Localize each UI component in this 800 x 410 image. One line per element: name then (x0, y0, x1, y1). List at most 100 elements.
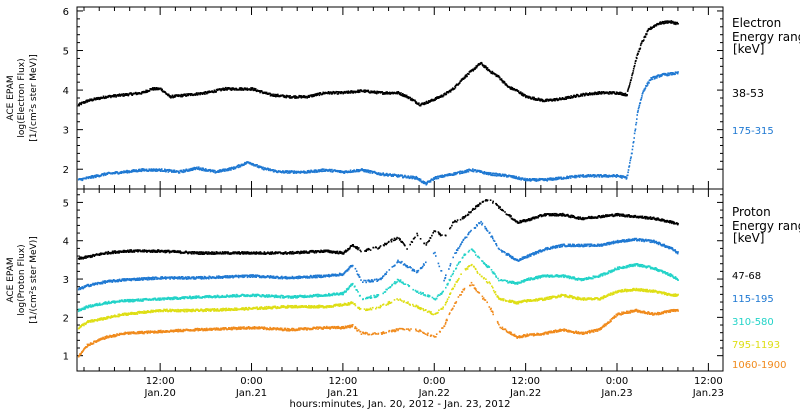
data-point (132, 170, 135, 173)
data-point (383, 92, 385, 94)
data-point (498, 207, 500, 209)
data-point (484, 227, 487, 230)
data-point (510, 86, 512, 88)
data-point (111, 94, 114, 97)
data-point (446, 174, 449, 177)
data-point (533, 216, 535, 219)
data-point (511, 86, 514, 89)
data-point (331, 274, 334, 277)
data-point (130, 249, 133, 251)
data-point (379, 92, 382, 94)
data-point (373, 170, 376, 173)
data-point (346, 249, 349, 252)
data-point (638, 104, 641, 107)
data-point (626, 214, 628, 216)
data-point (616, 214, 618, 217)
data-point (130, 171, 133, 173)
data-point (499, 76, 501, 79)
data-point (408, 266, 410, 269)
data-point (505, 213, 508, 215)
data-point (229, 167, 232, 170)
data-point (491, 174, 493, 176)
data-point (183, 171, 186, 173)
data-point (445, 234, 447, 237)
data-point (562, 212, 564, 215)
data-point (457, 247, 459, 250)
data-point (442, 175, 444, 177)
data-point (211, 170, 214, 173)
data-point (324, 92, 326, 95)
data-point (272, 169, 274, 171)
data-point (249, 89, 252, 91)
data-point (271, 95, 274, 97)
data-point (386, 173, 389, 176)
data-point (357, 91, 360, 94)
data-point (427, 101, 430, 104)
data-point (644, 36, 647, 38)
data-point (152, 168, 155, 170)
data-point (556, 98, 558, 101)
data-point (577, 94, 579, 97)
data-point (473, 68, 475, 71)
data-point (161, 88, 163, 91)
data-point (250, 87, 252, 89)
data-point (269, 275, 272, 277)
data-point (517, 221, 519, 223)
data-point (116, 250, 119, 253)
data-point (419, 104, 422, 107)
data-point (418, 178, 421, 180)
data-point (560, 213, 562, 215)
data-point (467, 213, 470, 216)
data-point (320, 170, 322, 172)
data-point (449, 91, 452, 93)
data-point (531, 179, 534, 181)
data-point (498, 174, 501, 177)
data-point (615, 93, 618, 95)
data-point (339, 170, 342, 172)
data-point (308, 169, 310, 172)
data-point (480, 220, 482, 223)
data-point (363, 279, 365, 282)
data-point (171, 96, 173, 98)
data-point (534, 99, 537, 101)
data-point (92, 177, 95, 179)
data-point (669, 22, 672, 24)
data-point (136, 279, 138, 281)
data-point (249, 161, 251, 164)
data-point (192, 276, 194, 278)
data-point (190, 277, 192, 280)
data-point (401, 94, 404, 97)
data-point (462, 216, 465, 218)
data-point (385, 271, 388, 273)
data-point (432, 179, 434, 181)
data-point (268, 277, 271, 279)
data-point (524, 179, 527, 181)
data-point (517, 90, 520, 92)
data-point (649, 26, 652, 29)
data-point (248, 253, 250, 255)
data-point (167, 94, 169, 97)
data-point (118, 252, 120, 254)
data-point (284, 277, 287, 280)
data-point (642, 92, 644, 94)
data-point (272, 93, 274, 96)
data-point (475, 224, 478, 226)
data-point (336, 93, 339, 95)
data-point (95, 98, 97, 100)
data-point (124, 250, 127, 252)
data-point (311, 276, 314, 279)
data-point (191, 93, 193, 95)
data-point (552, 214, 555, 216)
data-point (584, 93, 587, 96)
data-point (261, 168, 264, 170)
data-point (239, 274, 242, 277)
data-point (91, 175, 93, 177)
data-point (218, 169, 220, 172)
data-point (460, 80, 462, 82)
data-point (345, 92, 347, 94)
data-point (355, 170, 357, 172)
data-point (288, 252, 291, 255)
data-point (290, 171, 292, 173)
data-point (453, 221, 456, 223)
data-point (244, 252, 247, 255)
